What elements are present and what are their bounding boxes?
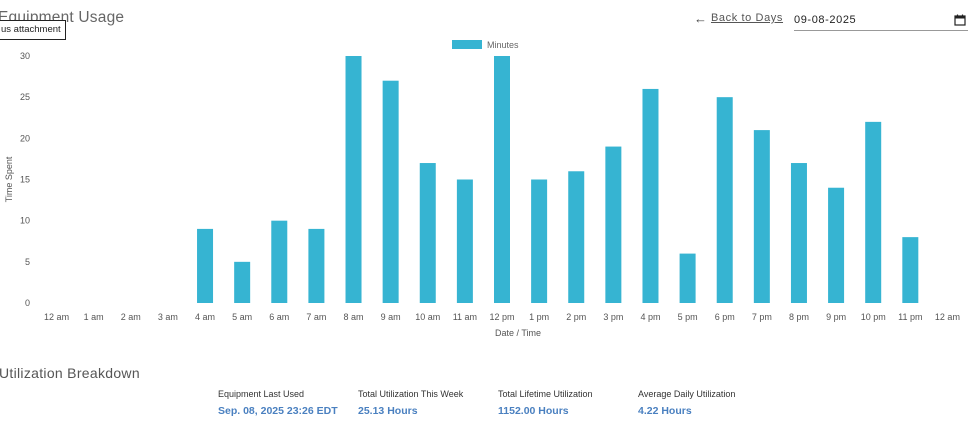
bar	[642, 88, 659, 303]
y-tick-label: 10	[20, 216, 30, 226]
bar	[902, 237, 919, 303]
x-tick-label: 9 pm	[826, 312, 846, 322]
arrow-left-icon: ←	[694, 10, 707, 26]
usage-bar-chart: Minutes 0 5 10 15 20 25 30 Time Spent 12 am 1 am 2 …	[4, 40, 960, 338]
stat-value: 1152.00 Hours	[498, 405, 569, 417]
x-tick-label: 3 am	[158, 312, 178, 322]
x-tick-label: 12 am	[935, 312, 960, 322]
y-tick-label: 15	[20, 175, 30, 185]
stat-value: 25.13 Hours	[358, 405, 418, 417]
bar	[308, 228, 325, 303]
bar	[753, 130, 770, 303]
bar	[828, 187, 845, 303]
bar	[419, 163, 436, 303]
bar	[531, 179, 548, 303]
stat-value: 4.22 Hours	[638, 405, 692, 417]
x-tick-label: 11 pm	[898, 312, 922, 322]
x-tick-label: 5 pm	[678, 312, 698, 322]
x-tick-label: 5 am	[232, 312, 252, 322]
bar	[197, 228, 214, 303]
bar	[605, 146, 622, 303]
legend-swatch	[452, 40, 482, 49]
tooltip: us attachment	[0, 20, 66, 40]
y-tick-label: 20	[20, 133, 30, 143]
bar	[790, 163, 807, 303]
x-tick-label: 12 pm	[489, 312, 514, 322]
stat-label: Average Daily Utilization	[638, 389, 736, 399]
stat-week-utilization: Total Utilization This Week 25.13 Hours	[358, 389, 488, 417]
y-tick-label: 30	[20, 51, 30, 61]
stat-value: Sep. 08, 2025 23:26 EDT	[218, 405, 338, 417]
stat-label: Total Lifetime Utilization	[498, 389, 593, 399]
bar	[679, 253, 696, 303]
y-tick-label: 25	[20, 92, 30, 102]
x-tick-label: 10 am	[415, 312, 440, 322]
calendar-icon[interactable]	[954, 14, 966, 26]
bar	[494, 56, 510, 303]
x-axis-label: Date / Time	[495, 328, 541, 338]
x-tick-label: 9 am	[381, 312, 401, 322]
bar	[345, 56, 362, 303]
x-tick-label: 1 pm	[529, 312, 549, 322]
bar	[568, 171, 585, 303]
x-tick-label: 6 pm	[715, 312, 735, 322]
date-input[interactable]: 09-08-2025	[794, 10, 968, 31]
stat-label: Equipment Last Used	[218, 389, 305, 399]
bar	[382, 80, 399, 303]
date-value: 09-08-2025	[794, 14, 857, 26]
x-tick-label: 8 am	[344, 312, 364, 322]
y-tick-label: 5	[25, 257, 30, 267]
x-tick-label: 4 am	[195, 312, 215, 322]
x-tick-label: 1 am	[84, 312, 104, 322]
bar	[716, 97, 733, 303]
x-tick-label: 2 am	[121, 312, 141, 322]
bar	[456, 179, 473, 303]
utilization-breakdown-title: Utilization Breakdown	[0, 365, 140, 381]
x-tick-label: 11 am	[453, 312, 477, 322]
x-tick-label: 2 pm	[566, 312, 586, 322]
x-tick-label: 7 pm	[752, 312, 772, 322]
bar	[234, 261, 251, 303]
x-tick-label: 7 am	[306, 312, 326, 322]
back-to-days-label: Back to Days	[711, 12, 784, 24]
x-tick-label: 12 am	[44, 312, 69, 322]
stat-lifetime-utilization: Total Lifetime Utilization 1152.00 Hours	[498, 389, 628, 417]
x-tick-label: 6 am	[269, 312, 289, 322]
back-to-days-link[interactable]: ← Back to Days	[694, 10, 784, 26]
x-tick-label: 10 pm	[861, 312, 886, 322]
x-tick-label: 3 pm	[603, 312, 623, 322]
x-tick-label: 4 pm	[640, 312, 660, 322]
legend-label: Minutes	[487, 40, 519, 50]
stat-last-used: Equipment Last Used Sep. 08, 2025 23:26 …	[218, 389, 348, 417]
y-axis-label: Time Spent	[4, 156, 14, 202]
bar	[271, 220, 288, 303]
bar	[865, 121, 882, 303]
stat-label: Total Utilization This Week	[358, 389, 464, 399]
x-tick-label: 8 pm	[789, 312, 809, 322]
stat-average-daily: Average Daily Utilization 4.22 Hours	[638, 389, 768, 417]
y-tick-label: 0	[25, 298, 30, 308]
